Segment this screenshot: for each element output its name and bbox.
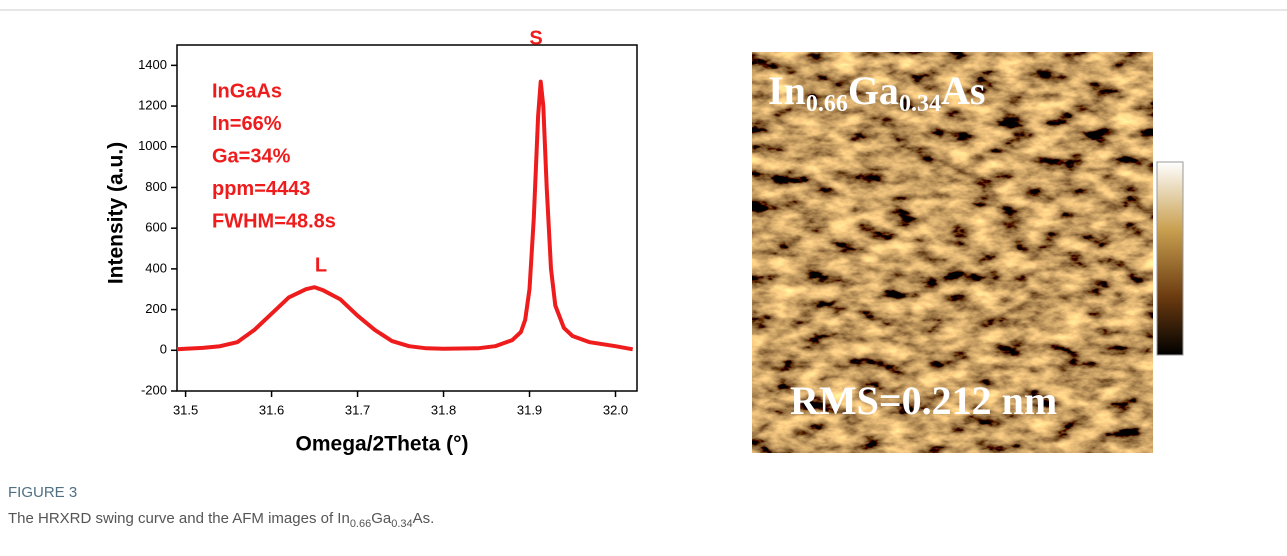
- y-tick-label: -200: [141, 382, 167, 397]
- afm-colorbar: [1156, 161, 1184, 356]
- afm-title-part: In: [768, 68, 806, 113]
- caption-part: As.: [412, 510, 435, 527]
- caption-text: The HRXRD swing curve and the AFM images…: [8, 510, 434, 530]
- x-tick-label: 31.9: [517, 402, 542, 417]
- afm-title-part: Ga: [848, 68, 899, 113]
- x-tick-label: 32.0: [603, 402, 628, 417]
- afm-title: In0.66Ga0.34As: [768, 68, 985, 116]
- y-tick-label: 600: [145, 220, 167, 235]
- annotation: ppm=4443: [212, 178, 310, 200]
- afm-rms: RMS=0.212 nm: [790, 378, 1057, 423]
- x-tick-label: 31.5: [173, 402, 198, 417]
- y-axis-label: Intensity (a.u.): [105, 142, 128, 284]
- peak-label: S: [529, 27, 542, 49]
- annotation: FWHM=48.8s: [212, 210, 336, 232]
- y-tick-label: 0: [160, 342, 167, 357]
- y-tick-label: 1200: [138, 97, 167, 112]
- y-tick-label: 800: [145, 179, 167, 194]
- caption-part: Ga: [371, 510, 392, 527]
- caption-part: The HRXRD swing curve and the AFM images…: [8, 510, 350, 527]
- afm-title-part: As: [941, 68, 985, 113]
- xrd-curve: [176, 79, 634, 352]
- x-tick-label: 31.7: [345, 402, 370, 417]
- x-tick-label: 31.8: [431, 402, 456, 417]
- figure-panels: In0.66Ga0.34As RMS=0.212 nm -200 0 200 400 6…: [0, 9, 1287, 456]
- y-tick-label: 400: [145, 260, 167, 275]
- x-tick-label: 31.6: [259, 402, 284, 417]
- caption-label: FIGURE 3: [8, 484, 78, 501]
- annotation: Ga=34%: [212, 145, 291, 167]
- annotation: InGaAs: [212, 80, 282, 102]
- caption-subscript: 0.34: [391, 518, 413, 530]
- x-axis-label: Omega/2Theta (°): [296, 433, 469, 456]
- annotation: In=66%: [212, 113, 282, 135]
- y-tick-label: 1000: [138, 138, 167, 153]
- y-tick-label: 200: [145, 301, 167, 316]
- afm-image: [752, 52, 1153, 453]
- afm-title-subscript: 0.34: [899, 91, 941, 117]
- plot-frame: [176, 44, 638, 392]
- peak-label: L: [315, 254, 327, 276]
- afm-title-subscript: 0.66: [806, 91, 848, 117]
- y-tick-label: 1400: [138, 57, 167, 72]
- caption-subscript: 0.66: [349, 518, 372, 530]
